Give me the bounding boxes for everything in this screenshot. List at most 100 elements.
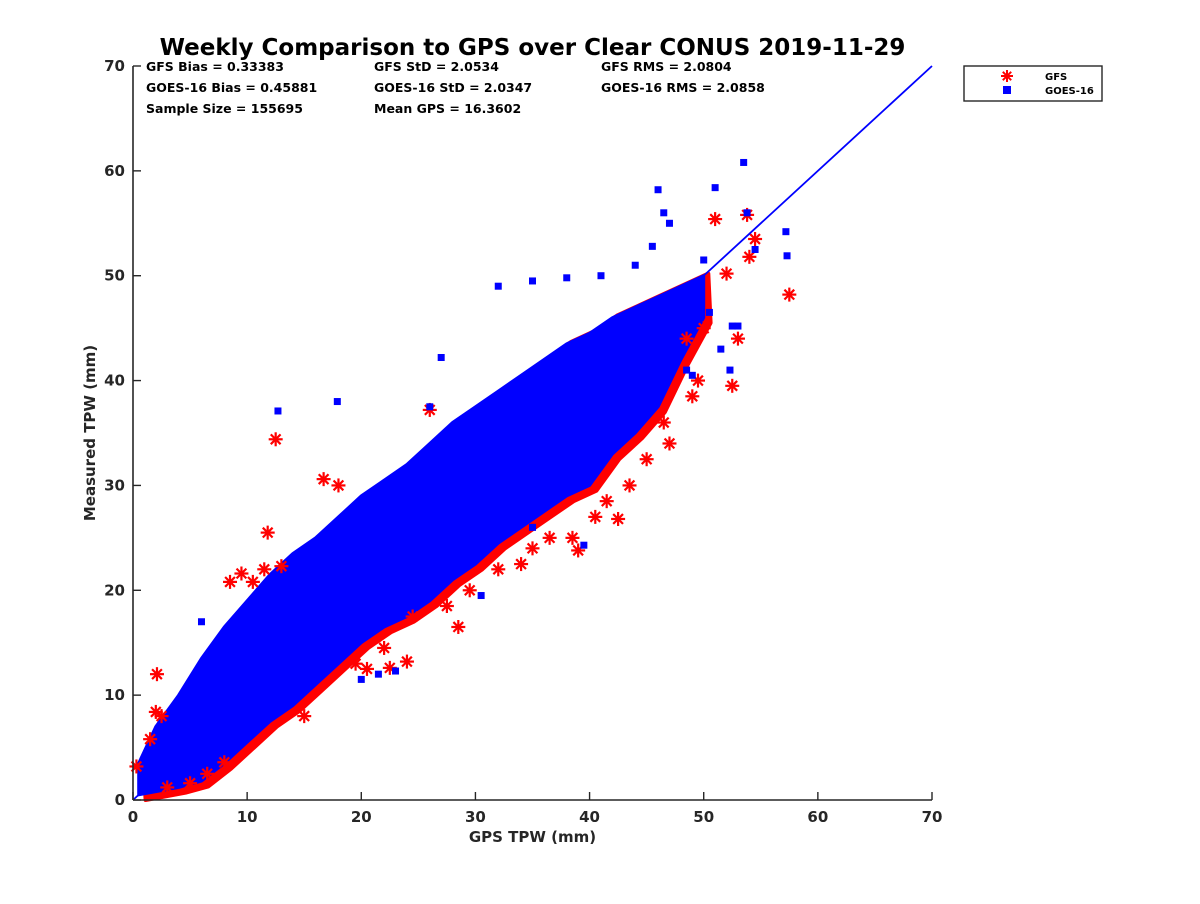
asterisk-stroke	[406, 610, 419, 623]
goes16-point	[751, 246, 759, 253]
goes16-point	[688, 371, 696, 379]
stat-annotation: GFS RMS = 2.0804	[601, 59, 732, 74]
gfs-point	[183, 776, 198, 791]
goes16-point	[477, 592, 485, 600]
goes16-point	[654, 186, 662, 194]
goes16-point	[597, 272, 605, 280]
legend-label: GFS	[1045, 72, 1067, 83]
y-tick-label: 50	[104, 267, 125, 285]
asterisk-stroke	[464, 584, 476, 596]
asterisk-stroke	[247, 576, 259, 588]
asterisk-stroke	[749, 233, 761, 245]
gfs-point	[719, 266, 734, 281]
stat-annotation: GFS Bias = 0.33383	[146, 59, 284, 74]
asterisk-stroke	[349, 658, 362, 670]
asterisk-stroke	[151, 668, 163, 680]
asterisk-stroke	[709, 213, 721, 225]
asterisk-stroke	[201, 768, 213, 780]
x-tick-label: 70	[922, 808, 943, 826]
asterisk-stroke	[218, 756, 230, 768]
goes16-point	[563, 274, 571, 282]
goes16-point	[782, 228, 790, 236]
asterisk-stroke	[1002, 71, 1012, 81]
goes16-point	[529, 277, 536, 285]
gfs-point	[725, 378, 740, 393]
points-layer	[129, 158, 797, 795]
one-to-one-line	[132, 65, 933, 801]
gfs-point	[217, 755, 232, 770]
gfs-point	[260, 525, 275, 540]
goes16-point	[277, 633, 285, 641]
asterisk-stroke	[144, 733, 156, 745]
y-tick-label: 20	[104, 581, 125, 599]
gfs-point	[297, 709, 312, 724]
asterisk-stroke	[623, 479, 636, 492]
asterisk-stroke	[401, 655, 413, 668]
x-axis-label: GPS TPW (mm)	[469, 828, 596, 846]
stat-annotation: Mean GPS = 16.3602	[374, 101, 521, 116]
asterisk-stroke	[612, 513, 624, 525]
gfs-point	[514, 557, 529, 572]
asterisk-stroke	[543, 532, 556, 544]
asterisk-stroke	[526, 542, 539, 555]
goes16-point	[717, 345, 725, 353]
axes-layer: 0 10 20 30 40 50 60 70 0 10 20 30 40 50 60 70	[104, 57, 942, 826]
gfs-point	[316, 472, 331, 487]
gfs-point	[742, 249, 757, 264]
goes16-point	[374, 670, 382, 678]
goes16-point	[783, 252, 791, 260]
gfs-point	[599, 494, 614, 509]
gfs-point	[405, 609, 420, 624]
density-layer	[137, 271, 713, 802]
asterisk-stroke	[332, 479, 345, 492]
goes16-point	[580, 541, 588, 549]
x-tick-label: 0	[128, 808, 138, 826]
gfs-point	[491, 562, 506, 577]
gfs-point	[542, 530, 557, 545]
goes16-point	[437, 354, 445, 362]
gfs-point	[348, 656, 363, 671]
legend-goes16-marker	[1003, 86, 1011, 94]
legend-box	[963, 65, 1103, 102]
asterisk-stroke	[783, 288, 795, 301]
asterisk-stroke	[235, 567, 248, 580]
goes16-point	[683, 366, 691, 374]
goes16-point	[357, 675, 365, 683]
gfs-point	[274, 559, 289, 574]
goes16-point	[274, 407, 282, 415]
gfs-point	[245, 574, 260, 589]
gfs-point	[377, 640, 392, 655]
gfs-point	[451, 619, 466, 634]
goes16-point	[631, 261, 639, 269]
gfs-point	[359, 661, 374, 676]
asterisk-stroke	[262, 526, 274, 539]
x-tick-label: 30	[465, 808, 486, 826]
x-tick-label: 60	[807, 808, 828, 826]
asterisk-stroke	[317, 473, 330, 485]
goes16-point	[700, 256, 708, 264]
gfs-point	[223, 574, 238, 589]
goes16-point	[740, 158, 748, 166]
gfs-point	[679, 331, 694, 346]
gfs-point	[462, 583, 477, 598]
asterisk-stroke	[378, 642, 390, 654]
gfs-point	[685, 389, 700, 404]
chart-title: Weekly Comparison to GPS over Clear CONU…	[160, 35, 906, 61]
asterisk-stroke	[680, 332, 693, 345]
gfs-point	[730, 331, 745, 346]
gfs-point	[154, 709, 169, 724]
goes16-point	[665, 219, 673, 227]
asterisk-stroke	[150, 706, 162, 718]
legend-label: GOES-16	[1045, 86, 1094, 97]
y-tick-label: 70	[104, 57, 125, 75]
y-tick-label: 40	[104, 372, 125, 390]
gfs-point	[234, 566, 249, 581]
goes16-point	[392, 667, 400, 675]
asterisk-stroke	[441, 600, 453, 612]
asterisk-stroke	[743, 251, 756, 263]
gfs-point	[782, 287, 797, 302]
y-tick-label: 0	[115, 791, 125, 809]
y-tick-label: 60	[104, 162, 125, 180]
